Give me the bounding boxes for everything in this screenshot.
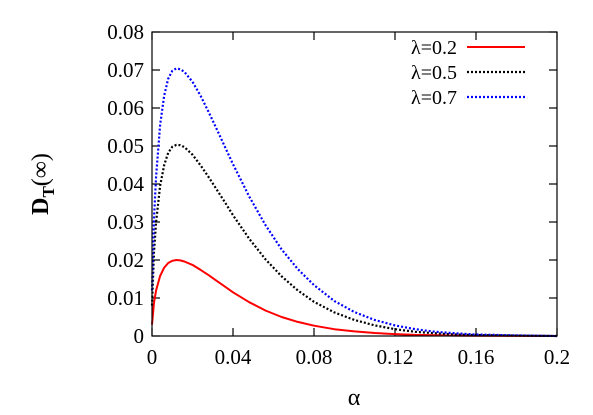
y-axis-label-sub: T [39, 186, 58, 198]
y-tick-label: 0.01 [107, 286, 144, 310]
y-tick-label: 0.03 [107, 210, 144, 234]
y-tick-label: 0.04 [107, 172, 144, 196]
plot-frame [151, 31, 558, 337]
series-line [150, 143, 558, 338]
y-axis-label-rest: (∞) [28, 153, 54, 186]
y-tick-label: 0.02 [107, 248, 144, 272]
y-tick-label: 0.07 [107, 58, 144, 82]
legend-label: λ=0.2 [411, 37, 457, 59]
series-line [150, 67, 558, 338]
x-tick-label: 0.12 [377, 345, 414, 369]
legend-label: λ=0.7 [411, 87, 457, 109]
y-axis-label-text: DT(∞) [28, 153, 58, 215]
y-axis-label: DT(∞) [28, 153, 58, 215]
y-tick-label: 0 [134, 324, 145, 348]
y-tick-label: 0.08 [107, 20, 144, 44]
legend-label: λ=0.5 [411, 62, 457, 84]
x-tick-label: 0.04 [215, 345, 252, 369]
legend: λ=0.2 λ=0.5 λ=0.7 [411, 37, 525, 109]
y-tick-label: 0.06 [107, 96, 144, 120]
y-tick-label: 0.05 [107, 134, 144, 158]
x-tick-label: 0 [147, 345, 158, 369]
x-axis-label: α [348, 385, 361, 411]
x-tick-label: 0.08 [296, 345, 333, 369]
y-axis-label-main: D [28, 198, 54, 215]
x-tick-label: 0.2 [544, 345, 570, 369]
series-line [151, 259, 558, 337]
series-layer [150, 67, 558, 338]
x-tick-label: 0.16 [458, 345, 495, 369]
